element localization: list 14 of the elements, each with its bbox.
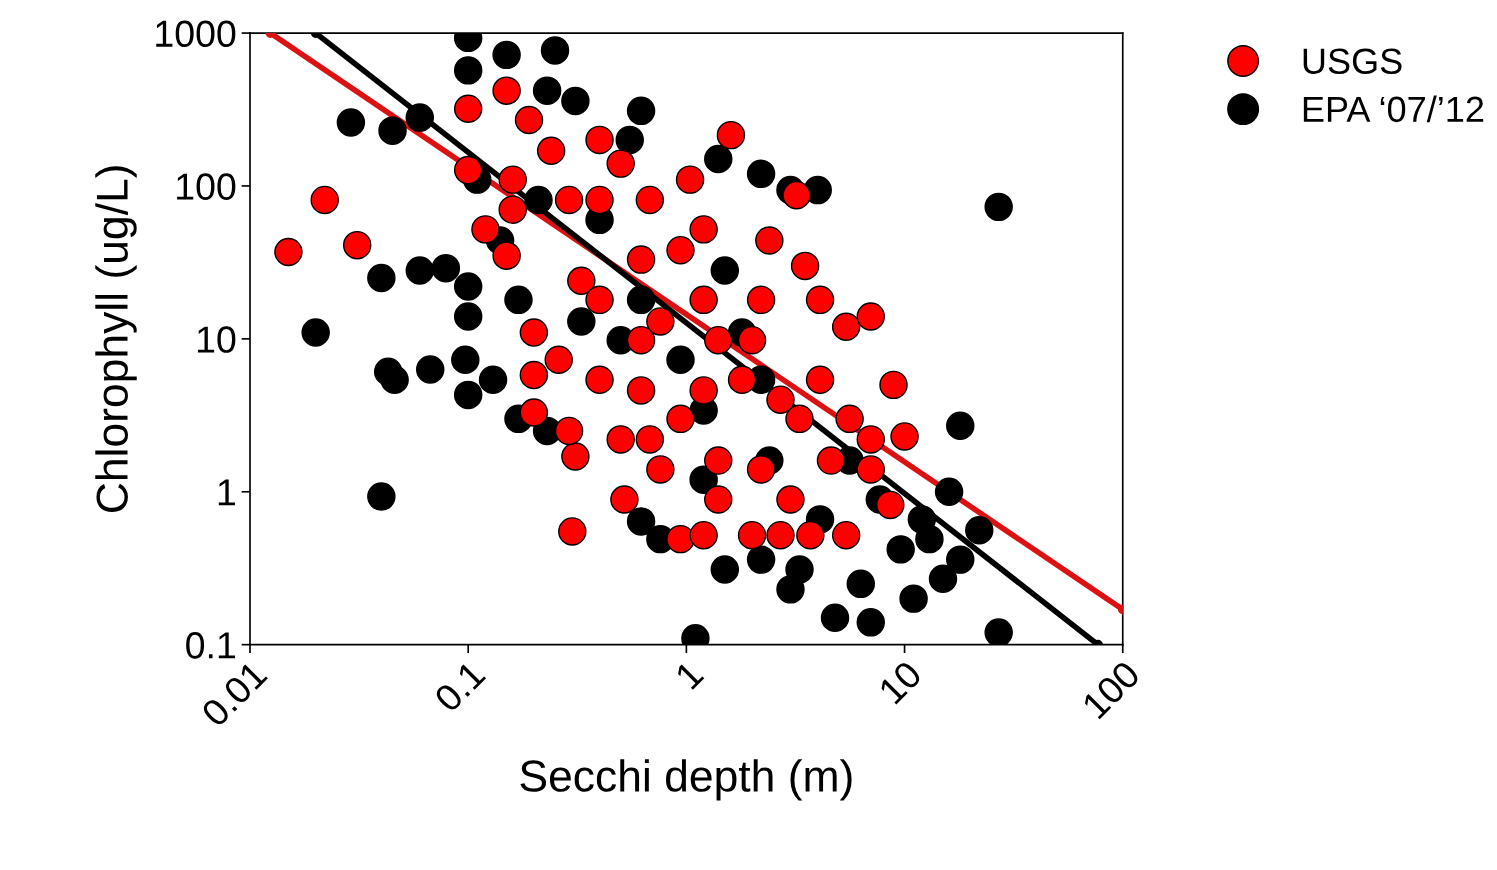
- y-axis-title: Chlorophyll (ug/L): [95, 166, 137, 512]
- legend-label: EPA ‘07/’12: [1303, 95, 1484, 123]
- y-tick-label: 1000: [156, 20, 236, 48]
- y-tick-label: 0.1: [186, 632, 235, 659]
- x-tick-label: 10: [877, 659, 924, 705]
- x-axis-title: Secchi depth (m): [520, 759, 852, 801]
- legend-label: USGS: [1303, 48, 1402, 75]
- y-tick-label: 10: [197, 326, 236, 353]
- y-tick-label: 1: [218, 479, 235, 506]
- x-tick-label: 1: [674, 660, 705, 690]
- x-tick-label: 0.01: [200, 659, 269, 728]
- y-tick-label: 100: [177, 173, 236, 200]
- x-tick-label: 100: [1081, 659, 1142, 720]
- x-tick-label: 0.1: [433, 659, 487, 714]
